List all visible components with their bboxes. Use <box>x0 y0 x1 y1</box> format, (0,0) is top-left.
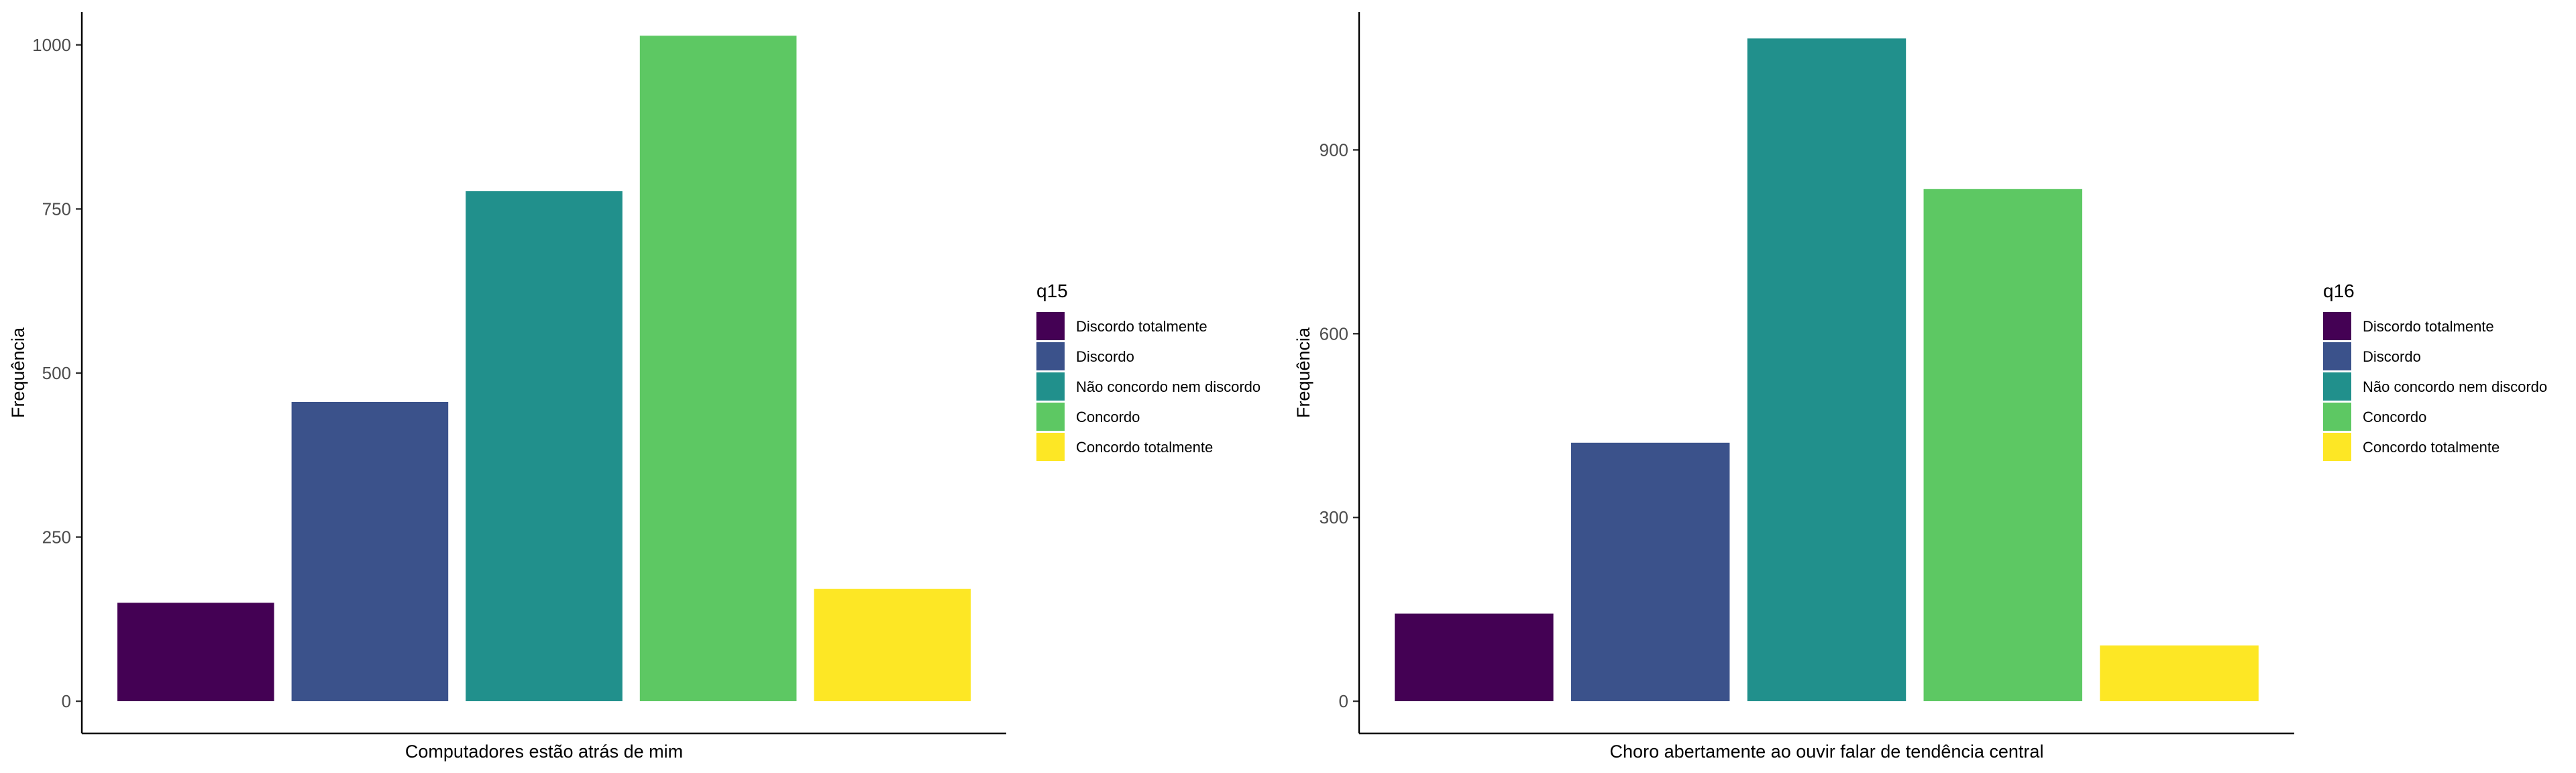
bar-concordo-totalmente <box>814 588 971 701</box>
bar-discordo-totalmente <box>1395 613 1554 701</box>
legend-title: q16 <box>2323 280 2355 301</box>
legend-label-nao-concordo-nem-discordo: Não concordo nem discordo <box>1076 378 1260 395</box>
x-axis-title: Computadores estão atrás de mim <box>405 741 683 762</box>
legend-items: Discordo totalmente Discordo Não concordo … <box>2323 312 2547 461</box>
bars-q16 <box>1395 38 2259 702</box>
legend-key-nao-concordo-nem-discordo <box>2323 372 2351 401</box>
legend-key-discordo-totalmente <box>2323 312 2351 340</box>
y-tick-label: 750 <box>42 199 71 219</box>
legend-key-concordo <box>1036 403 1065 431</box>
bar-discordo-totalmente <box>117 603 274 701</box>
legend-key-discordo <box>1036 342 1065 370</box>
legend-key-discordo-totalmente <box>1036 312 1065 340</box>
y-tick-label: 0 <box>62 691 71 711</box>
bar-concordo <box>639 36 797 701</box>
legend-key-concordo <box>2323 403 2351 431</box>
bars-q15 <box>117 36 971 701</box>
legend-label-discordo: Discordo <box>2363 348 2421 365</box>
y-tick-label: 0 <box>1339 691 1348 711</box>
legend-label-discordo: Discordo <box>1076 348 1134 365</box>
legend-key-concordo-totalmente <box>2323 433 2351 461</box>
legend-label-concordo-totalmente: Concordo totalmente <box>1076 439 1213 456</box>
legend-label-discordo-totalmente: Discordo totalmente <box>1076 318 1208 335</box>
y-axis-title: Frequência <box>1293 327 1313 418</box>
y-tick-label: 1000 <box>32 35 71 55</box>
y-tick-label: 250 <box>42 527 71 547</box>
y-axis-title: Frequência <box>8 327 28 418</box>
y-tick-label: 900 <box>1320 140 1348 160</box>
legend-q16: q16 Discordo totalmente Discordo Não conco… <box>2323 280 2547 461</box>
legend-key-concordo-totalmente <box>1036 433 1065 461</box>
bar-concordo-totalmente <box>2100 645 2259 701</box>
legend-key-discordo <box>2323 342 2351 370</box>
bar-discordo <box>291 402 449 701</box>
chart-panel-q15: 0 250 500 750 1000 Computadores estão atrás … <box>8 12 1260 762</box>
y-tick-label: 300 <box>1320 507 1348 527</box>
y-tick-label: 500 <box>42 363 71 383</box>
bar-nao-concordo-nem-discordo <box>1747 38 1907 702</box>
legend-q15: q15 Discordo totalmente Discordo Não conco… <box>1036 280 1260 461</box>
chart-panel-q16: 0 300 600 900 Choro abertamente ao ouvir fa… <box>1293 12 2547 762</box>
legend-title: q15 <box>1036 280 1068 301</box>
y-tick-label: 600 <box>1320 323 1348 344</box>
legend-label-discordo-totalmente: Discordo totalmente <box>2363 318 2494 335</box>
bar-concordo <box>1923 189 2082 701</box>
legend-label-concordo: Concordo <box>1076 409 1140 425</box>
y-ticks-q16: 0 300 600 900 <box>1320 140 1359 711</box>
legend-label-concordo-totalmente: Concordo totalmente <box>2363 439 2500 456</box>
bar-nao-concordo-nem-discordo <box>466 191 623 701</box>
x-axis-title: Choro abertamente ao ouvir falar de tend… <box>1610 741 2044 762</box>
legend-items: Discordo totalmente Discordo Não concordo … <box>1036 312 1260 461</box>
legend-label-nao-concordo-nem-discordo: Não concordo nem discordo <box>2363 378 2547 395</box>
legend-label-concordo: Concordo <box>2363 409 2426 425</box>
y-ticks-q15: 0 250 500 750 1000 <box>32 35 82 711</box>
bar-discordo <box>1570 442 1730 701</box>
legend-key-nao-concordo-nem-discordo <box>1036 372 1065 401</box>
